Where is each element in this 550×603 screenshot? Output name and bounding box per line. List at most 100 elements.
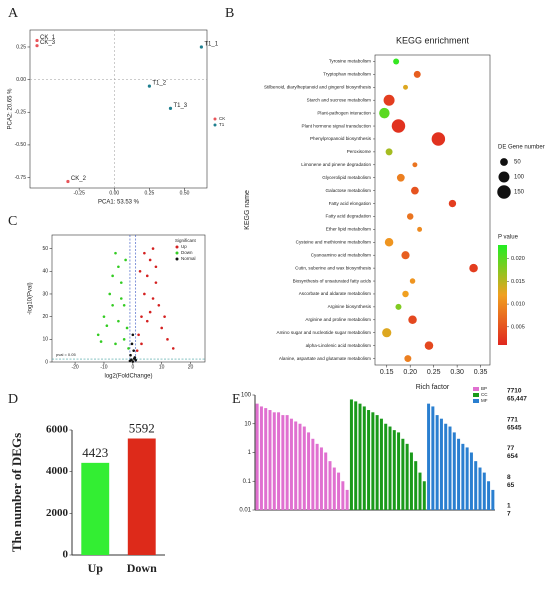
bubble xyxy=(417,226,423,232)
bubble xyxy=(409,278,416,284)
x-tick-label: 0 xyxy=(131,364,134,370)
category-label: Starch and sucrose metabolism xyxy=(307,97,372,102)
bar xyxy=(469,452,473,510)
bar xyxy=(397,432,401,510)
legend-marker xyxy=(175,251,179,255)
bubble xyxy=(403,84,408,90)
category-label: Glycerolipid metabolism xyxy=(322,175,371,180)
point xyxy=(163,315,166,318)
category-label: Amino sugar and nucleotide sugar metabol… xyxy=(277,330,372,335)
x-axis-label: PCA1: 53.53 % xyxy=(98,200,140,206)
chart-title: KEGG enrichment xyxy=(396,35,470,45)
category-label: Plant hormone signal transduction xyxy=(302,123,372,128)
category-label: Cysteine and methionine metabolism xyxy=(296,240,371,245)
bar xyxy=(345,489,349,510)
y-tick-label: 50 xyxy=(42,246,48,252)
bar xyxy=(379,418,383,510)
point xyxy=(125,326,129,330)
bar xyxy=(362,406,366,510)
legend-title: Significant xyxy=(175,238,197,243)
bubble xyxy=(401,251,410,260)
category-label: Plant-pathogen interaction xyxy=(317,110,371,115)
x-tick-label: 0.15 xyxy=(380,369,394,376)
point xyxy=(35,38,39,43)
bar xyxy=(435,415,439,510)
colorbar-label: 0.020 xyxy=(511,256,525,262)
bar xyxy=(259,406,263,510)
bar xyxy=(307,432,311,510)
bar xyxy=(341,481,345,510)
bar xyxy=(268,410,272,510)
point-label: T1_3 xyxy=(173,103,187,109)
bubble xyxy=(383,94,395,106)
y-tick-label: 100 xyxy=(241,393,252,399)
y-axis-label: The number of DEGs xyxy=(9,433,24,552)
bar xyxy=(388,426,392,510)
y2-tick-label: 654 xyxy=(507,453,518,460)
point xyxy=(119,297,123,300)
point-label: CK_2 xyxy=(71,176,87,182)
bar xyxy=(332,467,336,510)
legend-label: Up xyxy=(181,244,187,249)
bar xyxy=(289,418,293,510)
bar xyxy=(371,412,375,510)
point xyxy=(166,338,169,341)
bar xyxy=(448,426,452,510)
category-label: Arginine and proline metabolism xyxy=(305,317,371,322)
point xyxy=(135,349,139,352)
point xyxy=(130,358,133,362)
y-tick-label: 6000 xyxy=(46,424,69,436)
y-tick-label: 0.00 xyxy=(16,77,26,83)
legend-swatch xyxy=(473,387,479,391)
size-legend-marker xyxy=(500,158,508,166)
y-axis-label: KEGG name xyxy=(244,190,251,230)
value-label: 4423 xyxy=(82,445,108,460)
x-tick-label: -10 xyxy=(100,364,107,370)
point xyxy=(131,333,135,337)
bar xyxy=(294,421,298,510)
point xyxy=(154,265,158,269)
bar xyxy=(349,399,353,510)
bubble xyxy=(408,315,417,325)
y2-tick-label: 1 xyxy=(507,503,511,510)
bar xyxy=(328,461,332,510)
panel-letter: D xyxy=(8,392,18,407)
legend-label: BP xyxy=(481,386,487,391)
bar xyxy=(427,403,431,510)
x-tick-label: Up xyxy=(88,561,104,575)
bar xyxy=(409,452,413,510)
bubble xyxy=(384,238,394,247)
panel-letter: A xyxy=(8,6,19,21)
bar xyxy=(81,462,110,555)
bar xyxy=(452,432,456,510)
bubble xyxy=(382,328,392,338)
bar xyxy=(422,481,426,510)
point xyxy=(133,356,137,359)
colorbar-label: 0.010 xyxy=(511,302,525,308)
bar xyxy=(418,472,422,510)
point-label: T1_2 xyxy=(152,81,166,87)
category-label: Cyanoamino acid metabolism xyxy=(311,252,371,257)
colorbar-label: 0.015 xyxy=(511,279,525,285)
y-tick-label: 30 xyxy=(42,291,48,297)
category-label: Fatty acid elongation xyxy=(329,201,372,206)
point xyxy=(129,353,132,357)
legend-label: Down xyxy=(181,250,193,255)
x-tick-label: 0.20 xyxy=(403,369,417,376)
bubble xyxy=(396,173,405,182)
category-label: Peroxisome xyxy=(347,149,372,154)
point xyxy=(147,84,152,88)
point xyxy=(151,297,155,300)
y2-tick-label: 6545 xyxy=(507,424,522,431)
point xyxy=(117,319,120,323)
size-legend-label: 100 xyxy=(514,175,525,181)
legend-marker xyxy=(175,257,179,261)
point xyxy=(111,304,114,307)
bubble xyxy=(411,186,419,195)
bar xyxy=(491,489,495,510)
point xyxy=(138,269,142,273)
category-label: Stilbenoid, diarylheptanoid and gingerol… xyxy=(264,85,372,90)
y-tick-label: 0 xyxy=(63,549,69,561)
x-tick-label: -0.25 xyxy=(73,190,85,196)
bar xyxy=(354,401,358,510)
